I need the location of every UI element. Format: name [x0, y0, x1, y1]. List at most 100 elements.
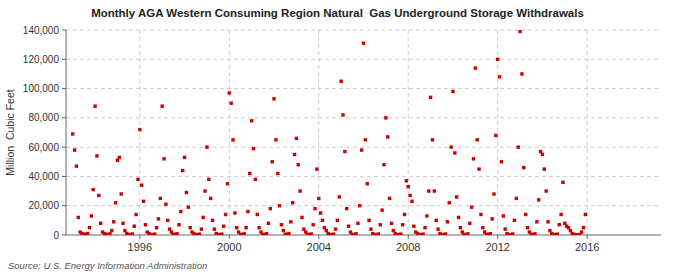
y-grid-line	[66, 88, 661, 89]
point	[313, 207, 316, 210]
point	[162, 157, 165, 160]
point	[518, 30, 521, 33]
point	[347, 225, 350, 228]
point	[468, 222, 471, 225]
point	[229, 102, 232, 105]
point	[231, 138, 234, 141]
point	[90, 214, 93, 217]
point	[315, 167, 318, 170]
point	[427, 189, 430, 192]
point	[332, 232, 335, 235]
point	[537, 198, 540, 201]
point	[548, 229, 551, 232]
point	[334, 227, 337, 230]
point	[515, 197, 518, 200]
y-tick	[62, 147, 66, 148]
point	[200, 227, 203, 230]
point	[88, 226, 91, 229]
point	[153, 232, 156, 235]
y-grid-line	[66, 30, 661, 31]
point	[367, 219, 370, 222]
point	[481, 226, 484, 229]
point	[345, 207, 348, 210]
point	[354, 232, 357, 235]
y-axis-line	[66, 30, 67, 235]
point	[520, 72, 523, 75]
point	[490, 217, 493, 220]
point	[92, 188, 95, 191]
point	[73, 148, 76, 151]
point	[159, 197, 162, 200]
point	[382, 163, 385, 166]
point	[369, 227, 372, 230]
y-tick	[62, 235, 66, 236]
point	[95, 154, 98, 157]
point	[446, 220, 449, 223]
point	[97, 194, 100, 197]
point	[384, 116, 387, 119]
point	[492, 192, 495, 195]
point	[287, 232, 290, 235]
point	[302, 227, 305, 230]
point	[311, 223, 314, 226]
y-tick	[62, 117, 66, 118]
point	[99, 222, 102, 225]
point	[179, 210, 182, 213]
point	[134, 213, 137, 216]
point	[211, 219, 214, 222]
points	[71, 30, 587, 235]
x-tick	[497, 235, 498, 239]
point	[511, 232, 514, 235]
point	[205, 145, 208, 148]
point	[362, 41, 365, 44]
y-tick	[62, 59, 66, 60]
point	[457, 216, 460, 219]
point	[559, 213, 562, 216]
axes: 199620002004200820122016020,00040,00060,…	[23, 25, 661, 254]
point	[295, 137, 298, 140]
point	[254, 178, 257, 181]
point	[110, 229, 113, 232]
point	[274, 138, 277, 141]
point	[250, 119, 253, 122]
point	[429, 96, 432, 99]
grid	[66, 30, 661, 235]
point	[412, 225, 415, 228]
point	[366, 182, 369, 185]
point	[533, 232, 536, 235]
point	[112, 220, 115, 223]
point	[116, 159, 119, 162]
point	[168, 227, 171, 230]
point	[235, 226, 238, 229]
point	[453, 151, 456, 154]
point	[498, 75, 501, 78]
source-note: Source: U.S. Energy Information Administ…	[8, 260, 207, 271]
point	[246, 210, 249, 213]
point	[466, 232, 469, 235]
x-tick-label: 2000	[217, 241, 241, 253]
point	[108, 232, 111, 235]
point	[160, 104, 163, 107]
point	[93, 104, 96, 107]
point	[494, 134, 497, 137]
point	[433, 189, 436, 192]
point	[448, 201, 451, 204]
point	[310, 232, 313, 235]
y-tick-label: 60,000	[28, 142, 59, 153]
point	[544, 189, 547, 192]
point	[226, 182, 229, 185]
point	[265, 232, 268, 235]
x-grid-line	[318, 30, 319, 235]
point	[121, 222, 124, 225]
point	[155, 226, 158, 229]
point	[425, 214, 428, 217]
x-tick	[408, 235, 409, 239]
point	[123, 229, 126, 232]
point	[408, 194, 411, 197]
point	[280, 223, 283, 226]
x-tick-label: 2008	[396, 241, 420, 253]
x-tick-label: 2004	[307, 241, 331, 253]
point	[423, 226, 426, 229]
y-tick-label: 120,000	[23, 54, 60, 65]
point	[543, 167, 546, 170]
